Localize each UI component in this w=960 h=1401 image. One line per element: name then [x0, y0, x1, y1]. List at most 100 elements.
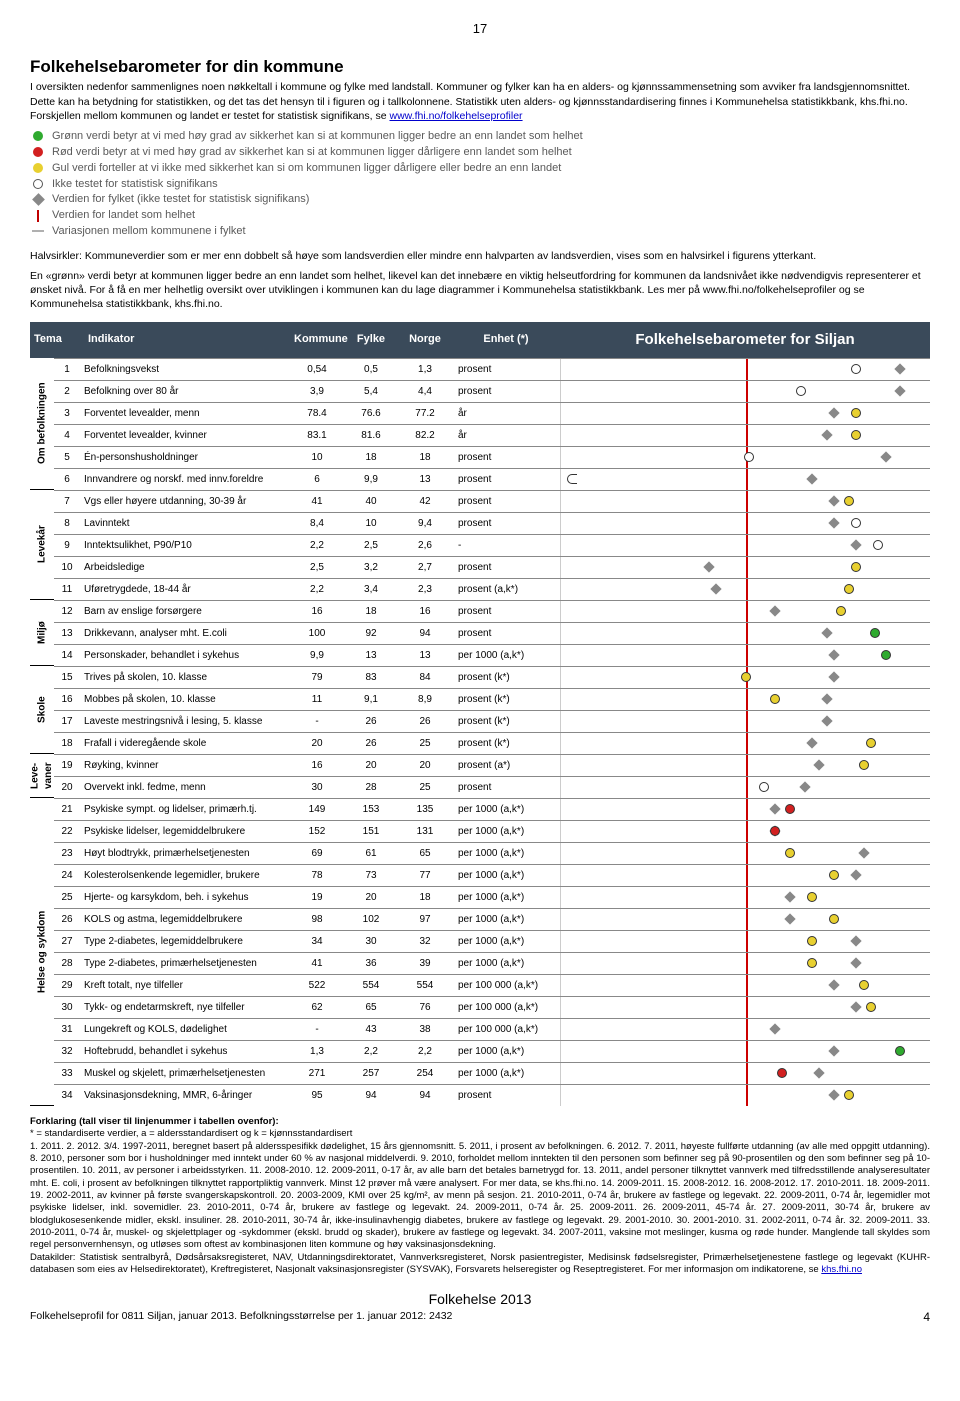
fylke-marker	[784, 914, 795, 925]
row-num: 20	[54, 781, 80, 795]
table-row: 31Lungekreft og KOLS, dødelighet-4338per…	[54, 1018, 930, 1040]
indicator-name: Muskel og skjelett, primærhelsetjenesten	[80, 1067, 290, 1081]
val-kommune: 16	[290, 605, 344, 619]
group-label: Skole	[30, 666, 54, 754]
kommune-marker	[844, 1090, 854, 1100]
val-kommune: 41	[290, 957, 344, 971]
row-chart	[560, 1019, 930, 1040]
indicator-name: Lavinntekt	[80, 517, 290, 531]
val-kommune: 79	[290, 671, 344, 685]
row-num: 5	[54, 451, 80, 465]
indicator-name: Hoftebrudd, behandlet i sykehus	[80, 1045, 290, 1059]
val-norge: 254	[398, 1067, 452, 1081]
fylke-marker	[710, 584, 721, 595]
kommune-marker	[741, 672, 751, 682]
row-chart	[560, 689, 930, 710]
val-fylke: 3,4	[344, 583, 398, 597]
footnote-link[interactable]: khs.fhi.no	[821, 1264, 862, 1275]
table-row: 2Befolkning over 80 år3,95,44,4prosent	[54, 380, 930, 402]
val-fylke: 26	[344, 737, 398, 751]
legend-symbol	[30, 163, 46, 173]
row-num: 18	[54, 737, 80, 751]
indicator-name: Frafall i videregående skole	[80, 737, 290, 751]
val-norge: 32	[398, 935, 452, 949]
row-chart	[560, 975, 930, 996]
val-unit: per 1000 (a,k*)	[452, 825, 560, 839]
indicator-name: Hjerte- og karsykdom, beh. i sykehus	[80, 891, 290, 905]
table-row: 12Barn av enslige forsørgere161816prosen…	[54, 600, 930, 622]
row-num: 31	[54, 1023, 80, 1037]
page-title: Folkehelsebarometer for din kommune	[30, 56, 930, 79]
table-row: 27Type 2-diabetes, legemiddelbrukere3430…	[54, 930, 930, 952]
group-labels: Om befolkningenLevekårMiljøSkoleLeve- va…	[30, 358, 54, 1106]
val-kommune: 271	[290, 1067, 344, 1081]
val-norge: 38	[398, 1023, 452, 1037]
val-unit: per 100 000 (a,k*)	[452, 1023, 560, 1037]
kommune-marker	[859, 760, 869, 770]
row-num: 4	[54, 429, 80, 443]
val-fylke: 9,1	[344, 693, 398, 707]
val-norge: 26	[398, 715, 452, 729]
val-unit: per 1000 (a,k*)	[452, 913, 560, 927]
footer-sub: Folkehelseprofil for 0811 Siljan, januar…	[30, 1310, 452, 1322]
fylke-marker	[828, 518, 839, 529]
val-kommune: 78.4	[290, 407, 344, 421]
kommune-marker	[844, 496, 854, 506]
legend-symbol	[30, 210, 46, 222]
legend-item: Rød verdi betyr at vi med høy grad av si…	[30, 145, 930, 160]
indicator-name: Laveste mestringsnivå i lesing, 5. klass…	[80, 715, 290, 729]
h-enhet: Enhet (*)	[452, 324, 560, 355]
val-norge: 39	[398, 957, 452, 971]
row-chart	[560, 843, 930, 864]
row-chart	[560, 447, 930, 468]
indicator-name: Innvandrere og norskf. med innv.foreldre	[80, 473, 290, 487]
val-norge: 2,6	[398, 539, 452, 553]
row-chart	[560, 887, 930, 908]
indicator-name: Forventet levealder, kvinner	[80, 429, 290, 443]
h-fylke: Fylke	[344, 324, 398, 355]
val-norge: 84	[398, 671, 452, 685]
val-norge: 25	[398, 737, 452, 751]
indicator-name: Mobbes på skolen, 10. klasse	[80, 693, 290, 707]
row-chart	[560, 799, 930, 820]
intro-link[interactable]: www.fhi.no/folkehelseprofiler	[389, 110, 522, 122]
row-chart	[560, 513, 930, 534]
row-num: 22	[54, 825, 80, 839]
val-kommune: 41	[290, 495, 344, 509]
val-kommune: 100	[290, 627, 344, 641]
footnote-body: * = standardiserte verdier, a = aldersst…	[30, 1128, 930, 1275]
row-num: 10	[54, 561, 80, 575]
kommune-marker	[851, 408, 861, 418]
row-num: 2	[54, 385, 80, 399]
kommune-marker	[851, 562, 861, 572]
para-halvsirkler: Halvsirkler: Kommuneverdier som er mer e…	[30, 249, 930, 263]
val-unit: prosent (k*)	[452, 671, 560, 685]
legend-text: Rød verdi betyr at vi med høy grad av si…	[52, 145, 572, 160]
val-fylke: 40	[344, 495, 398, 509]
group-label: Miljø	[30, 600, 54, 666]
val-norge: 13	[398, 649, 452, 663]
val-fylke: 92	[344, 627, 398, 641]
val-unit: prosent	[452, 495, 560, 509]
val-kommune: 95	[290, 1089, 344, 1103]
val-unit: per 1000 (a,k*)	[452, 869, 560, 883]
group-label: Leve- vaner	[30, 754, 54, 798]
val-fylke: 20	[344, 891, 398, 905]
legend-symbol	[30, 131, 46, 141]
val-fylke: 5,4	[344, 385, 398, 399]
indicator-name: Én-personshusholdninger	[80, 451, 290, 465]
val-unit: prosent	[452, 473, 560, 487]
intro-text: I oversikten nedenfor sammenlignes noen …	[30, 80, 930, 123]
indicator-name: Tykk- og endetarmskreft, nye tilfeller	[80, 1001, 290, 1015]
row-num: 17	[54, 715, 80, 729]
row-chart	[560, 667, 930, 688]
val-unit: per 100 000 (a,k*)	[452, 1001, 560, 1015]
val-kommune: 9,9	[290, 649, 344, 663]
indicator-name: Drikkevann, analyser mht. E.coli	[80, 627, 290, 641]
val-norge: 77.2	[398, 407, 452, 421]
val-norge: 2,3	[398, 583, 452, 597]
val-fylke: 554	[344, 979, 398, 993]
legend-text: Verdien for landet som helhet	[52, 208, 195, 223]
footer-page-number: 4	[923, 1309, 930, 1325]
indicator-name: Befolkningsvekst	[80, 363, 290, 377]
